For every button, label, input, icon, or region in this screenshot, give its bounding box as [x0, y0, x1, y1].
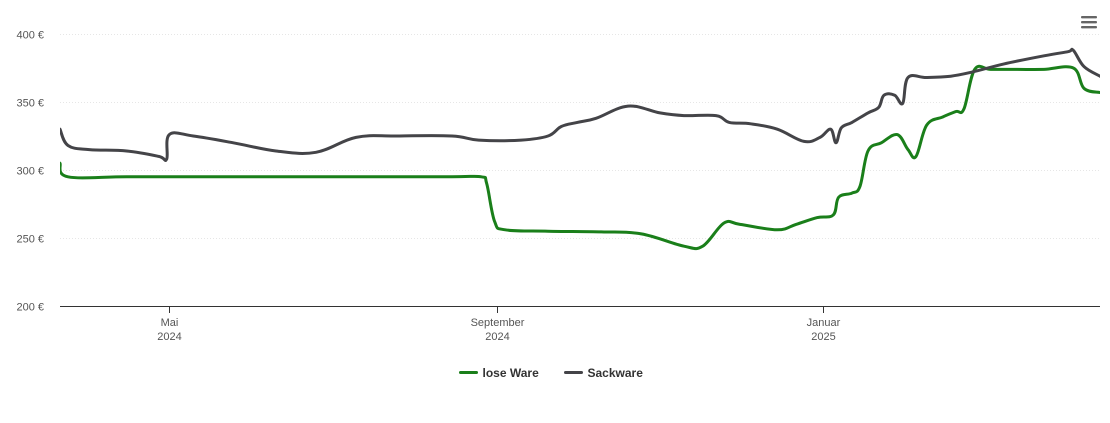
x-axis: Mai 2024 September 2024 Januar 2025 [60, 306, 1100, 343]
legend-item[interactable]: Sackware [564, 366, 644, 380]
x-tick-label-year: 2025 [811, 331, 835, 343]
hamburger-menu-button[interactable] [1080, 14, 1098, 30]
y-tick-label: 300 € [16, 166, 44, 178]
y-tick-label: 200 € [16, 302, 44, 314]
x-tick-label-year: 2024 [485, 331, 509, 343]
series-line-lose-ware [60, 64, 1100, 251]
gridlines [60, 34, 1100, 239]
legend-label: Sackware [588, 366, 644, 380]
x-tick-label-month: Mai [161, 317, 179, 329]
menu-bar-icon [1081, 26, 1097, 29]
legend-item[interactable]: lose Ware [459, 366, 540, 380]
legend: lose Ware Sackware [459, 366, 644, 380]
series-line-sackware [60, 47, 1100, 163]
menu-bar-icon [1081, 21, 1097, 24]
x-tick-label-year: 2024 [157, 331, 181, 343]
y-tick-label: 350 € [16, 98, 44, 110]
x-tick-label-month: Januar [807, 317, 841, 329]
plot-area [60, 47, 1100, 251]
y-tick-label: 400 € [16, 30, 44, 42]
y-tick-label: 250 € [16, 234, 44, 246]
y-axis: 200 € 250 € 300 € 350 € 400 € [16, 30, 44, 314]
x-tick-label-month: September [471, 317, 525, 329]
menu-bar-icon [1081, 16, 1097, 19]
legend-label: lose Ware [483, 366, 540, 380]
